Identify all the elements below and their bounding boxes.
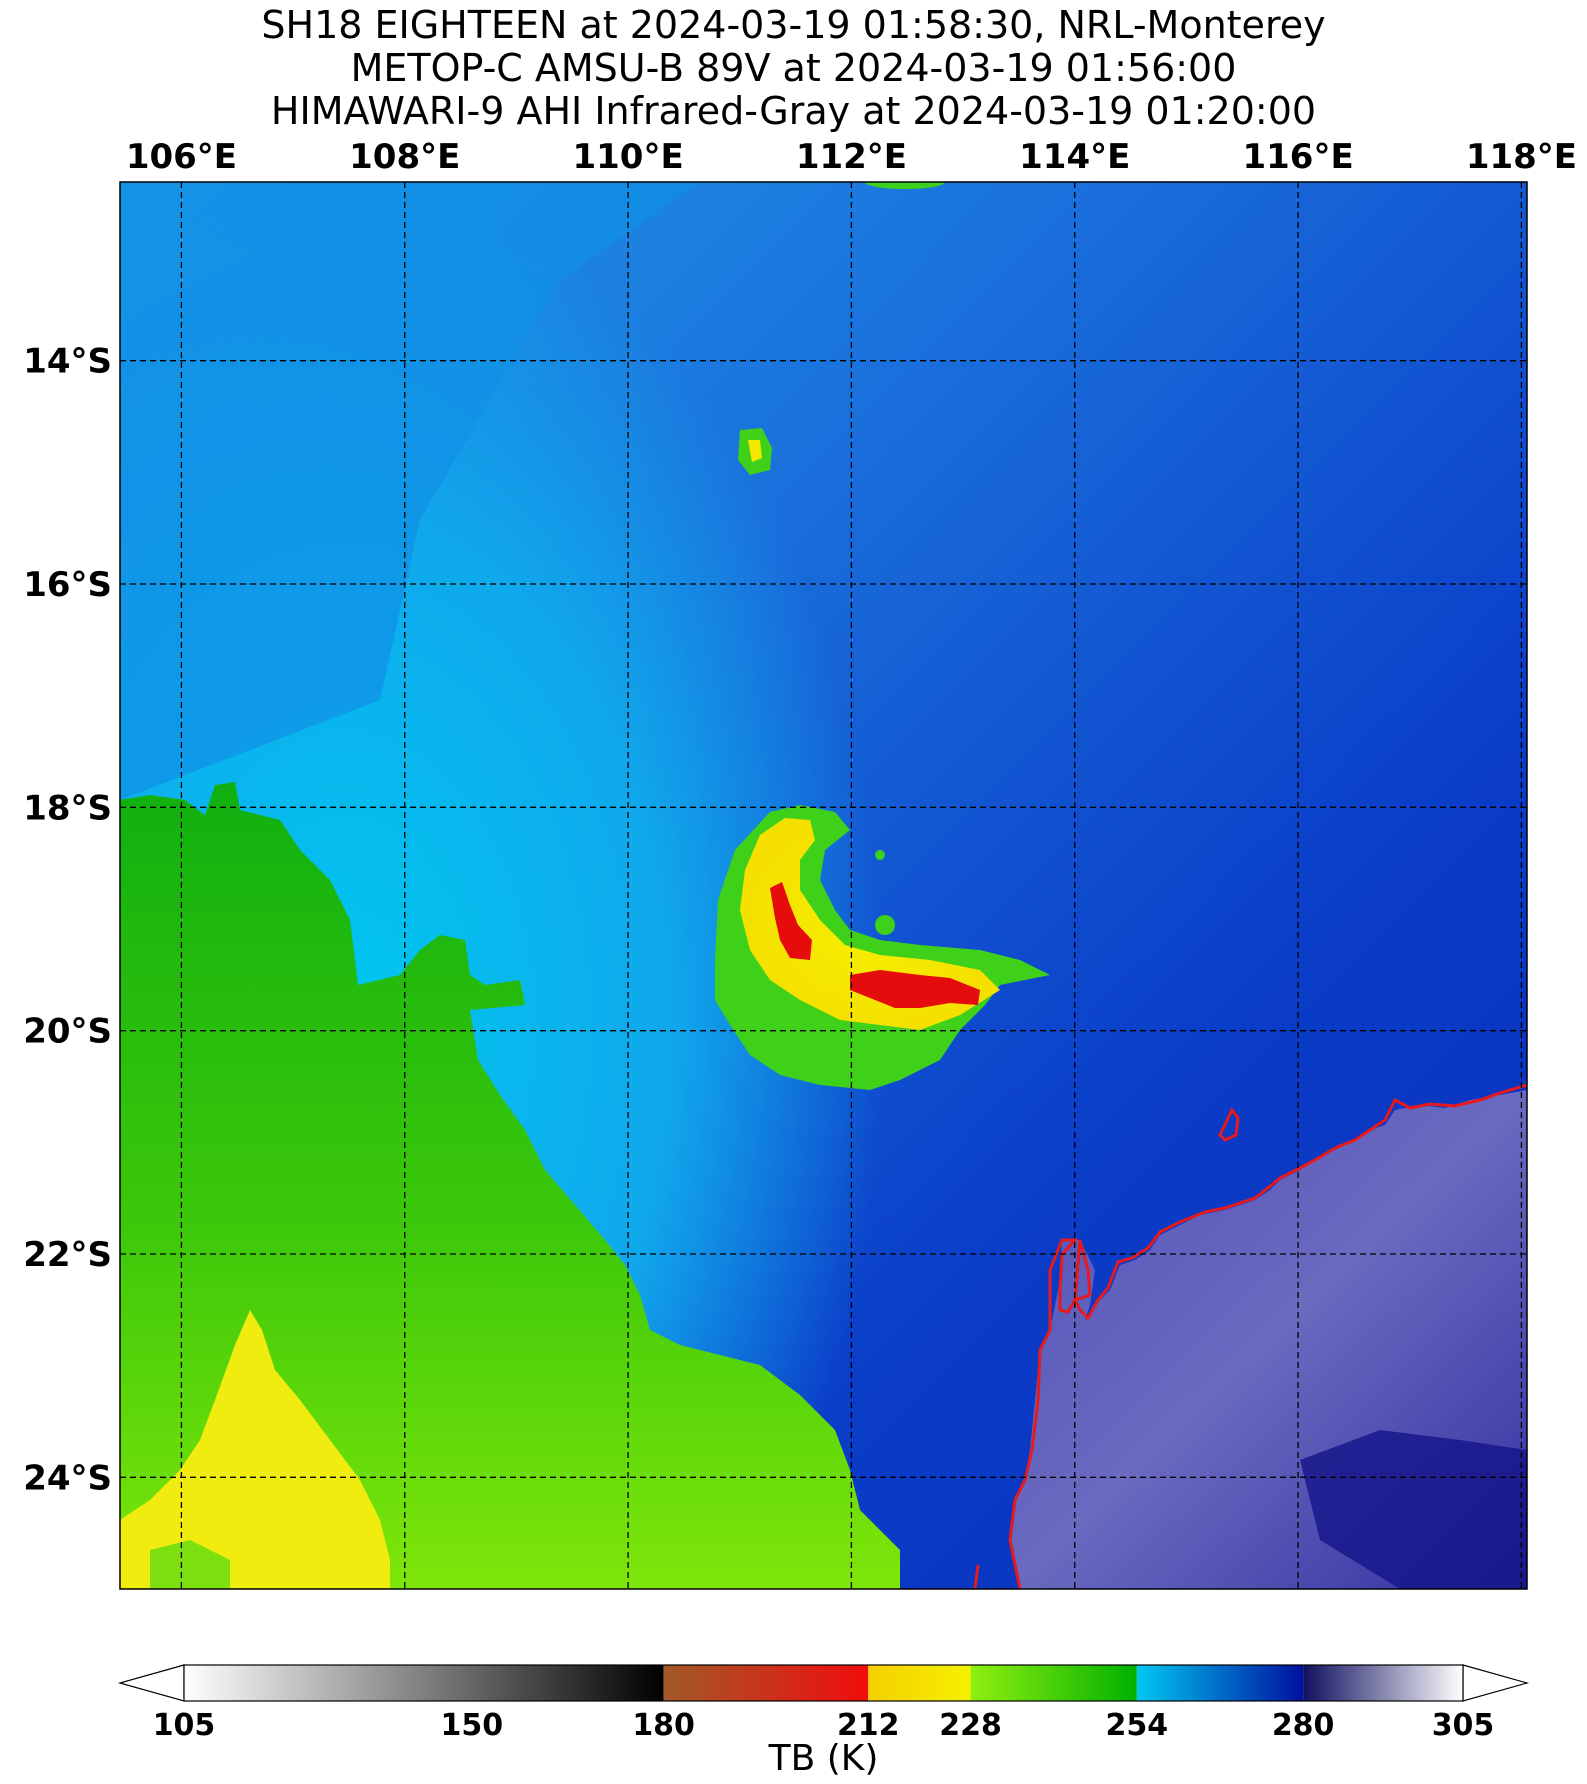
colorbar: 105 150 180 212 228 254 280 305 TB (K) <box>117 1664 1530 1779</box>
colorbar-tick-label: 180 <box>632 1708 695 1743</box>
storm-red-core-west <box>770 882 812 960</box>
latitude-labels: 14°S 16°S 18°S 20°S 22°S 24°S <box>23 342 112 1499</box>
land-green-spot <box>150 1540 230 1589</box>
colorbar-segment <box>663 1665 869 1701</box>
lat-tick-label: 20°S <box>23 1012 112 1052</box>
lon-tick-label: 118°E <box>1466 137 1577 177</box>
colorbar-tick-label: 254 <box>1106 1708 1169 1743</box>
colorbar-segment <box>1303 1665 1463 1701</box>
small-cell <box>875 915 895 935</box>
gridlines <box>120 182 1527 1589</box>
lon-tick-label: 110°E <box>572 137 683 177</box>
figure-title: SH18 EIGHTEEN at 2024-03-19 01:58:30, NR… <box>0 4 1587 133</box>
colorbar-segment <box>184 1665 664 1701</box>
ocean-upper-left <box>120 182 700 800</box>
map-frame <box>119 181 1528 1590</box>
title-line-1: SH18 EIGHTEEN at 2024-03-19 01:58:30, NR… <box>261 3 1326 47</box>
longitude-labels: 106°E 108°E 110°E 112°E 114°E 116°E 118°E <box>126 137 1577 177</box>
colorbar-tick-label: 228 <box>939 1708 1002 1743</box>
land-mass <box>120 782 900 1589</box>
small-cell <box>875 850 885 860</box>
colorbar-tick-label: 305 <box>1432 1708 1495 1743</box>
lon-tick-label: 116°E <box>1242 137 1353 177</box>
colorbar-extend-max <box>1462 1664 1530 1702</box>
lat-tick-label: 22°S <box>23 1235 112 1275</box>
lon-tick-label: 112°E <box>796 137 907 177</box>
colorbar-title: TB (K) <box>768 1738 879 1779</box>
colorbar-tick-label: 150 <box>440 1708 503 1743</box>
lat-tick-label: 18°S <box>23 788 112 828</box>
title-line-2: METOP-C AMSU-B 89V at 2024-03-19 01:56:0… <box>350 46 1237 90</box>
colorbar-segment <box>970 1665 1137 1701</box>
isolated-cell-core <box>748 440 762 462</box>
coastline-south <box>973 1564 980 1589</box>
colorbar-frame <box>183 1664 1464 1702</box>
brightness-temperature-field <box>120 182 1527 1589</box>
land-yellow-patch <box>120 1310 390 1589</box>
lon-tick-label: 106°E <box>126 137 237 177</box>
title-line-3: HIMAWARI-9 AHI Infrared-Gray at 2024-03-… <box>270 89 1317 133</box>
coastline <box>1008 1083 1527 1589</box>
colorbar-tick-label: 105 <box>153 1708 216 1743</box>
lat-tick-label: 24°S <box>23 1458 112 1498</box>
colorbar-extend-min <box>117 1664 185 1702</box>
storm-red-core-east <box>850 970 980 1008</box>
coastline-island <box>1218 1107 1240 1142</box>
top-edge-cell <box>865 182 945 189</box>
colorbar-segment <box>868 1665 971 1701</box>
cold-core <box>1300 1430 1527 1589</box>
lon-tick-label: 114°E <box>1019 137 1130 177</box>
colorbar-tick-label: 212 <box>837 1708 900 1743</box>
colorbar-tick-label: 280 <box>1272 1708 1335 1743</box>
lon-tick-label: 108°E <box>349 137 460 177</box>
lat-tick-label: 14°S <box>23 342 112 382</box>
lat-tick-label: 16°S <box>23 565 112 605</box>
colorbar-segment <box>1136 1665 1304 1701</box>
